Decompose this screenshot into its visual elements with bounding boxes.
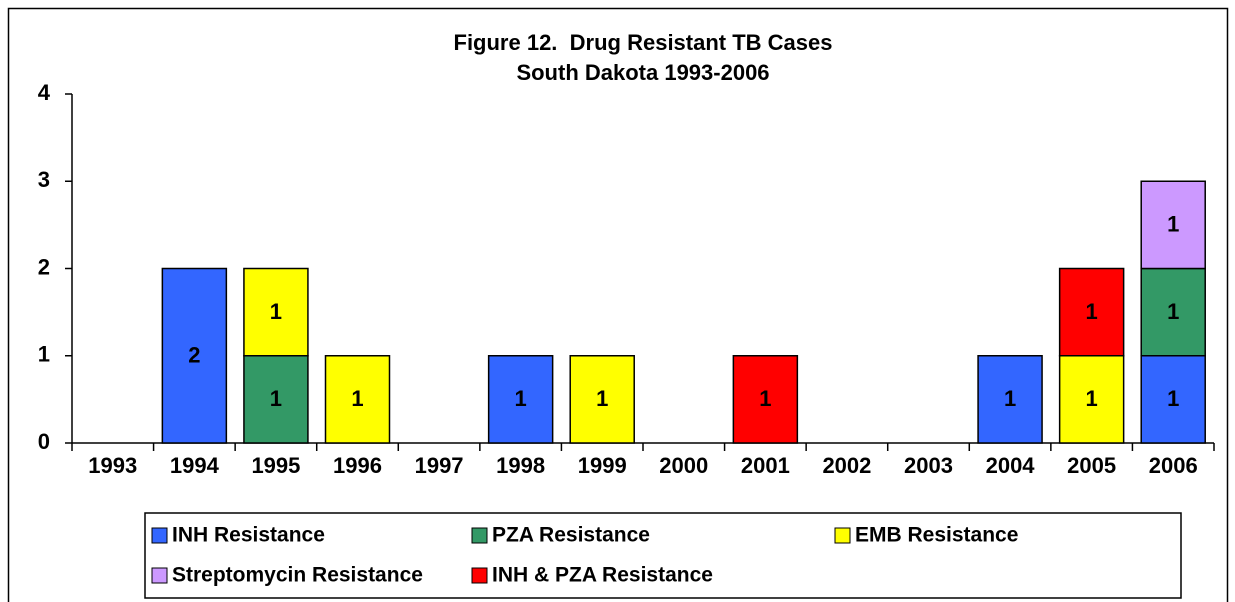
legend-label: INH Resistance [172, 524, 325, 547]
data-label: 2 [188, 343, 200, 368]
data-label: 1 [351, 386, 363, 411]
bar-segment [161, 267, 228, 444]
chart-subtitle: South Dakota 1993-2006 [516, 60, 769, 85]
x-tick-label: 2005 [1067, 453, 1116, 478]
y-tick-label: 2 [38, 254, 50, 279]
x-tick-label: 1997 [415, 453, 464, 478]
bar-segment [487, 355, 554, 444]
data-label: 1 [270, 299, 282, 324]
x-tick-label: 1995 [251, 453, 300, 478]
bar-segment [1140, 180, 1206, 270]
x-tick-label: 1996 [333, 453, 382, 478]
bar-segment [569, 355, 635, 444]
data-label: 1 [1004, 386, 1016, 411]
chart-title: Figure 12. Drug Resistant TB Cases [454, 30, 833, 55]
x-tick-label: 2006 [1149, 453, 1198, 478]
y-tick-label: 4 [38, 80, 51, 105]
legend-swatch [151, 567, 168, 584]
bar-segment [243, 267, 309, 357]
bar-segment [243, 355, 309, 444]
legend [144, 512, 1182, 599]
y-tick-label: 1 [38, 342, 50, 367]
legend-label: PZA Resistance [492, 524, 650, 547]
data-label: 1 [1167, 299, 1179, 324]
data-label: 1 [1167, 212, 1179, 237]
legend-label: EMB Resistance [855, 524, 1018, 547]
data-label: 1 [515, 386, 527, 411]
x-tick-label: 2001 [741, 453, 790, 478]
bar-segment [324, 355, 391, 444]
x-tick-label: 1999 [578, 453, 627, 478]
legend-swatch [471, 567, 488, 584]
bar-segment [1058, 355, 1125, 444]
x-tick-label: 2000 [659, 453, 708, 478]
legend-label: Streptomycin Resistance [172, 564, 423, 587]
data-label: 1 [1086, 299, 1098, 324]
x-tick-label: 1994 [170, 453, 220, 478]
bar-segment [977, 355, 1043, 444]
legend-swatch [471, 527, 488, 544]
x-tick-label: 2003 [904, 453, 953, 478]
data-label: 1 [270, 386, 282, 411]
data-label: 1 [1086, 386, 1098, 411]
bar-segment [1058, 267, 1125, 357]
y-tick-label: 3 [38, 167, 50, 192]
legend-label: INH & PZA Resistance [492, 564, 713, 587]
legend-swatch [834, 527, 851, 544]
data-label: 1 [596, 386, 608, 411]
legend-swatch [151, 527, 168, 544]
y-tick-label: 0 [38, 429, 50, 454]
x-tick-label: 1993 [88, 453, 137, 478]
data-label: 1 [1167, 386, 1179, 411]
data-label: 1 [759, 386, 771, 411]
x-tick-label: 2002 [822, 453, 871, 478]
x-tick-label: 1998 [496, 453, 545, 478]
x-tick-label: 2004 [986, 453, 1036, 478]
chart-frame [7, 7, 1229, 602]
bar-segment [1140, 267, 1206, 357]
bar-segment [732, 355, 799, 444]
